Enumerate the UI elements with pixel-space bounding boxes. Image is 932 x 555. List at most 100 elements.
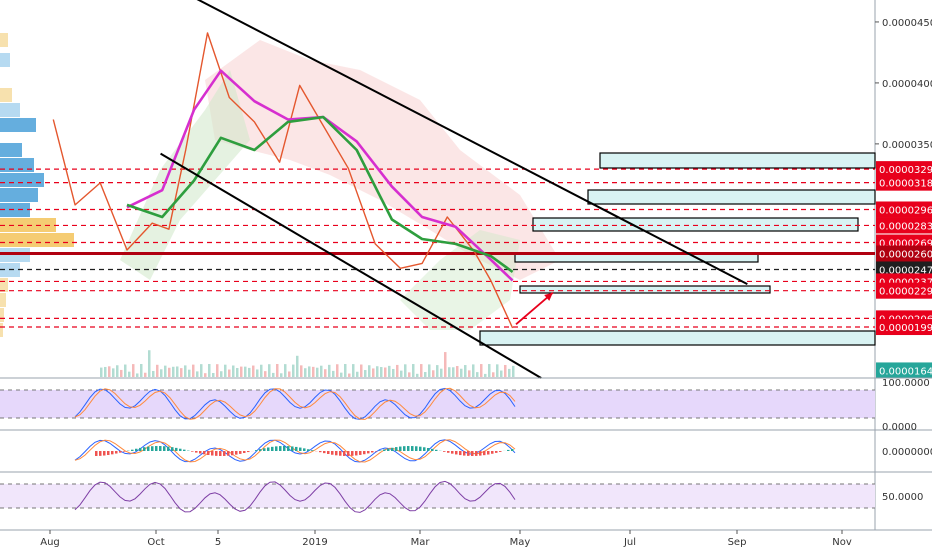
macd-histogram-bar bbox=[419, 447, 422, 451]
macd-histogram-bar bbox=[115, 451, 118, 454]
macd-histogram-bar bbox=[231, 451, 234, 455]
macd-histogram-bar bbox=[219, 451, 222, 456]
volume-bar bbox=[172, 367, 175, 377]
macd-histogram-bar bbox=[479, 451, 482, 456]
macd-histogram-bar bbox=[355, 451, 358, 455]
macd-histogram-bar bbox=[395, 447, 398, 451]
volume-profile-bar bbox=[0, 53, 10, 67]
macd-histogram-bar bbox=[319, 451, 322, 452]
volume-bar bbox=[428, 364, 431, 377]
macd-histogram-bar bbox=[399, 447, 402, 451]
volume-bar bbox=[368, 365, 371, 377]
volume-bar bbox=[100, 368, 103, 377]
volume-bar bbox=[488, 364, 491, 377]
volume-profile-bar bbox=[0, 33, 8, 47]
volume-profile-bar bbox=[0, 118, 36, 132]
volume-bar bbox=[248, 368, 251, 377]
macd-histogram-bar bbox=[223, 451, 226, 456]
macd-histogram-bar bbox=[431, 449, 434, 451]
macd-histogram-bar bbox=[471, 451, 474, 456]
macd-histogram-bar bbox=[307, 449, 310, 451]
volume-bar bbox=[144, 373, 147, 377]
volume-profile-bar bbox=[0, 103, 20, 117]
volume-bar bbox=[420, 364, 423, 377]
price-label-text: 0.00002296 bbox=[879, 287, 932, 298]
volume-bar bbox=[116, 365, 119, 377]
volume-bar bbox=[332, 371, 335, 377]
volume-bar bbox=[128, 372, 131, 377]
price-label-text: 0.00002962 bbox=[879, 205, 932, 216]
macd-histogram-bar bbox=[311, 450, 314, 451]
volume-profile-bar bbox=[0, 233, 74, 247]
volume-bar bbox=[504, 365, 507, 377]
macd-histogram-bar bbox=[135, 449, 138, 451]
macd-histogram-bar bbox=[131, 450, 134, 451]
level-zone bbox=[600, 153, 875, 168]
macd-histogram-bar bbox=[459, 451, 462, 455]
volume-profile-bar bbox=[0, 88, 12, 102]
macd-histogram-bar bbox=[499, 451, 502, 452]
macd-histogram-bar bbox=[443, 451, 446, 452]
price-tick-label: 0.00004500 bbox=[882, 18, 932, 29]
volume-profile-bar bbox=[0, 323, 3, 337]
volume-bar bbox=[340, 373, 343, 377]
time-tick-label: Jul bbox=[623, 537, 636, 548]
price-label-text: 0.00003293 bbox=[879, 165, 932, 176]
volume-bar bbox=[252, 366, 255, 377]
level-zone bbox=[515, 254, 758, 262]
macd-histogram-bar bbox=[263, 448, 266, 451]
macd-histogram-bar bbox=[259, 449, 262, 451]
volume-bar bbox=[108, 366, 111, 377]
time-tick-label: May bbox=[510, 537, 531, 548]
volume-bar bbox=[196, 371, 199, 377]
volume-bar bbox=[512, 366, 515, 377]
volume-bar bbox=[120, 370, 123, 377]
volume-bar bbox=[220, 371, 223, 377]
volume-bar bbox=[348, 374, 351, 377]
price-label-text: 0.00002601 bbox=[879, 250, 932, 261]
price-label-text: 0.00002831 bbox=[879, 221, 932, 232]
volume-bar bbox=[404, 364, 407, 377]
macd-histogram-bar bbox=[99, 451, 102, 456]
macd-histogram-bar bbox=[247, 451, 250, 452]
price-tick-label: 0.00003500 bbox=[882, 140, 932, 151]
price-label-text: 0.00001998 bbox=[879, 323, 932, 334]
volume-bar bbox=[312, 367, 315, 377]
level-zone bbox=[520, 286, 770, 293]
volume-bar bbox=[152, 371, 155, 377]
volume-bar bbox=[200, 364, 203, 377]
macd-histogram-bar bbox=[151, 446, 154, 451]
macd-histogram-bar bbox=[271, 447, 274, 451]
macd-histogram-bar bbox=[275, 446, 278, 451]
volume-bar bbox=[132, 364, 135, 377]
volume-profile-bar bbox=[0, 158, 34, 172]
volume-bar bbox=[436, 365, 439, 377]
volume-bar bbox=[380, 367, 383, 377]
volume-bar bbox=[444, 352, 447, 377]
volume-bar bbox=[224, 365, 227, 377]
volume-profile-bar bbox=[0, 188, 38, 202]
volume-bar bbox=[112, 368, 115, 377]
macd-histogram-bar bbox=[103, 451, 106, 456]
volume-bar bbox=[464, 365, 467, 377]
volume-bar bbox=[400, 371, 403, 377]
volume-profile-bar bbox=[0, 308, 4, 322]
volume-bar bbox=[168, 368, 171, 377]
macd-histogram-bar bbox=[139, 448, 142, 451]
volume-bar bbox=[176, 366, 179, 377]
volume-bar bbox=[472, 364, 475, 377]
macd-histogram-bar bbox=[239, 451, 242, 454]
volume-bar bbox=[468, 370, 471, 377]
panel-tick-label: 100.0000 bbox=[882, 378, 930, 389]
volume-bar bbox=[320, 366, 323, 377]
volume-bar bbox=[216, 364, 219, 377]
panel-band bbox=[0, 484, 875, 508]
macd-histogram-bar bbox=[359, 451, 362, 455]
volume-bar bbox=[292, 365, 295, 377]
macd-histogram-bar bbox=[191, 451, 194, 452]
macd-histogram-bar bbox=[383, 450, 386, 451]
volume-bar bbox=[184, 365, 187, 377]
time-tick-label: Aug bbox=[40, 537, 60, 548]
